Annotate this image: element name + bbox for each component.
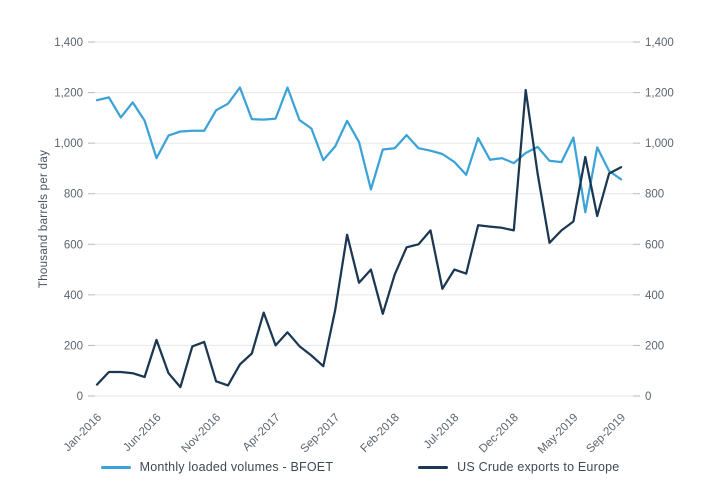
legend-swatch-bfoet-icon: [100, 465, 131, 469]
y-tick-label-right: 200: [645, 340, 664, 352]
x-tick-label: Sep-2017: [299, 412, 343, 455]
legend-swatch-us-crude-icon: [418, 465, 449, 469]
x-tick-label: Nov-2016: [179, 412, 223, 455]
series-line-us-crude: [95, 88, 623, 389]
y-axis-labels-right: 0 200 400 600 800 1,000 1,200 1,400: [645, 37, 674, 403]
y-tick-label-left: 1,200: [54, 88, 83, 100]
x-tick-label: Jan-2016: [62, 412, 104, 454]
legend-item-bfoet: Monthly loaded volumes - BFOET: [100, 460, 334, 474]
x-tick-label: Dec-2018: [477, 412, 521, 455]
y-tick-label-right: 800: [645, 189, 664, 201]
y-axis-title: Thousand barrels per day: [38, 150, 50, 288]
gridlines: [88, 41, 640, 397]
line-chart: 0 200 400 600 800 1,000 1,200 1,400 0 200 400 600 80…: [38, 37, 674, 455]
y-tick-label-right: 1,400: [645, 37, 674, 49]
x-tick-label: Apr-2017: [241, 412, 283, 454]
x-tick-label: Jun-2016: [121, 412, 163, 454]
y-axis-labels-left: 0 200 400 600 800 1,000 1,200 1,400: [54, 37, 83, 403]
y-tick-label-left: 1,000: [54, 138, 83, 150]
x-axis-labels: Jan-2016 Jun-2016 Nov-2016 Apr-2017 Sep-2017…: [62, 412, 628, 455]
x-tick-label: Sep-2019: [584, 412, 628, 455]
legend-item-us-crude: US Crude exports to Europe: [418, 460, 619, 474]
x-tick-label: Feb-2018: [359, 412, 402, 455]
x-tick-label: May-2019: [536, 412, 581, 455]
y-tick-label-left: 200: [64, 340, 83, 352]
y-tick-label-left: 800: [64, 189, 83, 201]
y-tick-label-left: 600: [64, 239, 83, 251]
y-tick-label-right: 400: [645, 290, 664, 302]
y-tick-label-right: 0: [645, 391, 651, 403]
legend-label-bfoet: Monthly loaded volumes - BFOET: [139, 460, 334, 474]
legend-label-us-crude: US Crude exports to Europe: [457, 460, 620, 474]
y-tick-label-right: 1,200: [645, 88, 674, 100]
y-tick-label-right: 600: [645, 239, 664, 251]
y-tick-label-left: 1,400: [54, 37, 83, 49]
y-tick-label-right: 1,000: [645, 138, 674, 150]
y-tick-label-left: 0: [77, 391, 83, 403]
y-tick-label-left: 400: [64, 290, 83, 302]
chart-legend: Monthly loaded volumes - BFOET US Crude …: [0, 460, 720, 474]
x-tick-label: Jul-2018: [422, 412, 462, 452]
